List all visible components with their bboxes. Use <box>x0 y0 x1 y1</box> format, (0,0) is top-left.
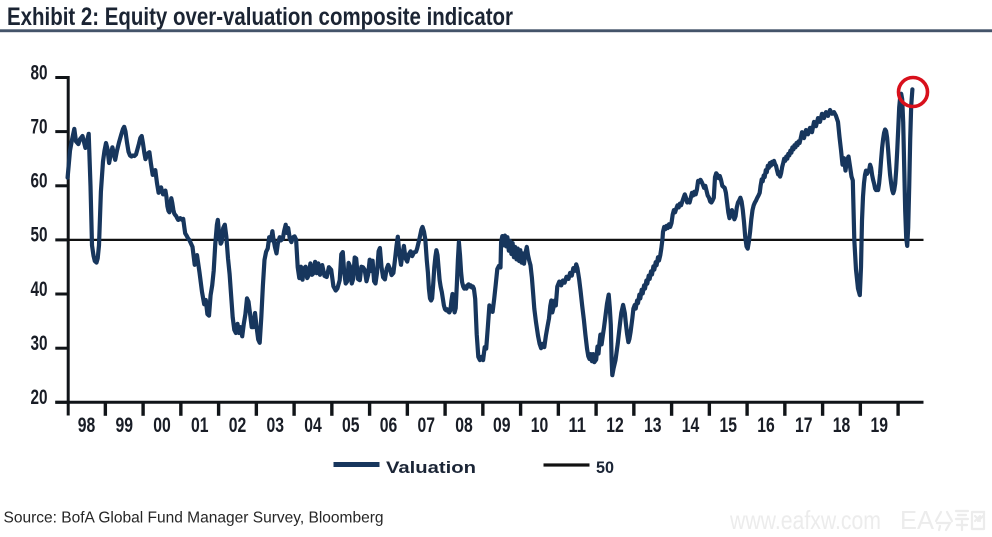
svg-text:16: 16 <box>757 414 775 437</box>
svg-text:03: 03 <box>266 414 284 437</box>
svg-text:02: 02 <box>229 414 247 437</box>
svg-text:19: 19 <box>870 414 888 437</box>
svg-text:20: 20 <box>31 386 48 409</box>
svg-text:04: 04 <box>304 414 322 437</box>
svg-text:Exhibit 2: Equity over-valuati: Exhibit 2: Equity over-valuation composi… <box>7 3 513 31</box>
svg-text:05: 05 <box>342 414 360 437</box>
svg-text:00: 00 <box>153 414 171 437</box>
svg-text:10: 10 <box>531 414 549 437</box>
svg-text:50: 50 <box>31 224 48 247</box>
svg-text:15: 15 <box>719 414 737 437</box>
svg-text:12: 12 <box>606 414 624 437</box>
svg-text:Valuation: Valuation <box>386 458 476 477</box>
svg-text:09: 09 <box>493 414 511 437</box>
svg-text:17: 17 <box>795 414 813 437</box>
svg-text:01: 01 <box>191 414 209 437</box>
svg-text:08: 08 <box>455 414 473 437</box>
svg-text:Source: BofA Global Fund Manag: Source: BofA Global Fund Manager Survey,… <box>4 510 384 527</box>
svg-text:06: 06 <box>380 414 398 437</box>
svg-text:99: 99 <box>115 414 133 437</box>
svg-text:EA: EA <box>900 505 935 535</box>
svg-text:07: 07 <box>417 414 435 437</box>
svg-text:www.eafxw.com: www.eafxw.com <box>729 505 881 535</box>
svg-text:60: 60 <box>31 170 48 193</box>
svg-text:11: 11 <box>568 414 586 437</box>
svg-text:70: 70 <box>31 115 48 138</box>
svg-text:14: 14 <box>682 414 700 437</box>
svg-text:98: 98 <box>78 414 96 437</box>
svg-text:13: 13 <box>644 414 662 437</box>
svg-text:50: 50 <box>596 458 614 477</box>
svg-text:18: 18 <box>833 414 851 437</box>
svg-text:80: 80 <box>31 61 48 84</box>
svg-text:40: 40 <box>31 278 48 301</box>
svg-text:30: 30 <box>31 332 48 355</box>
